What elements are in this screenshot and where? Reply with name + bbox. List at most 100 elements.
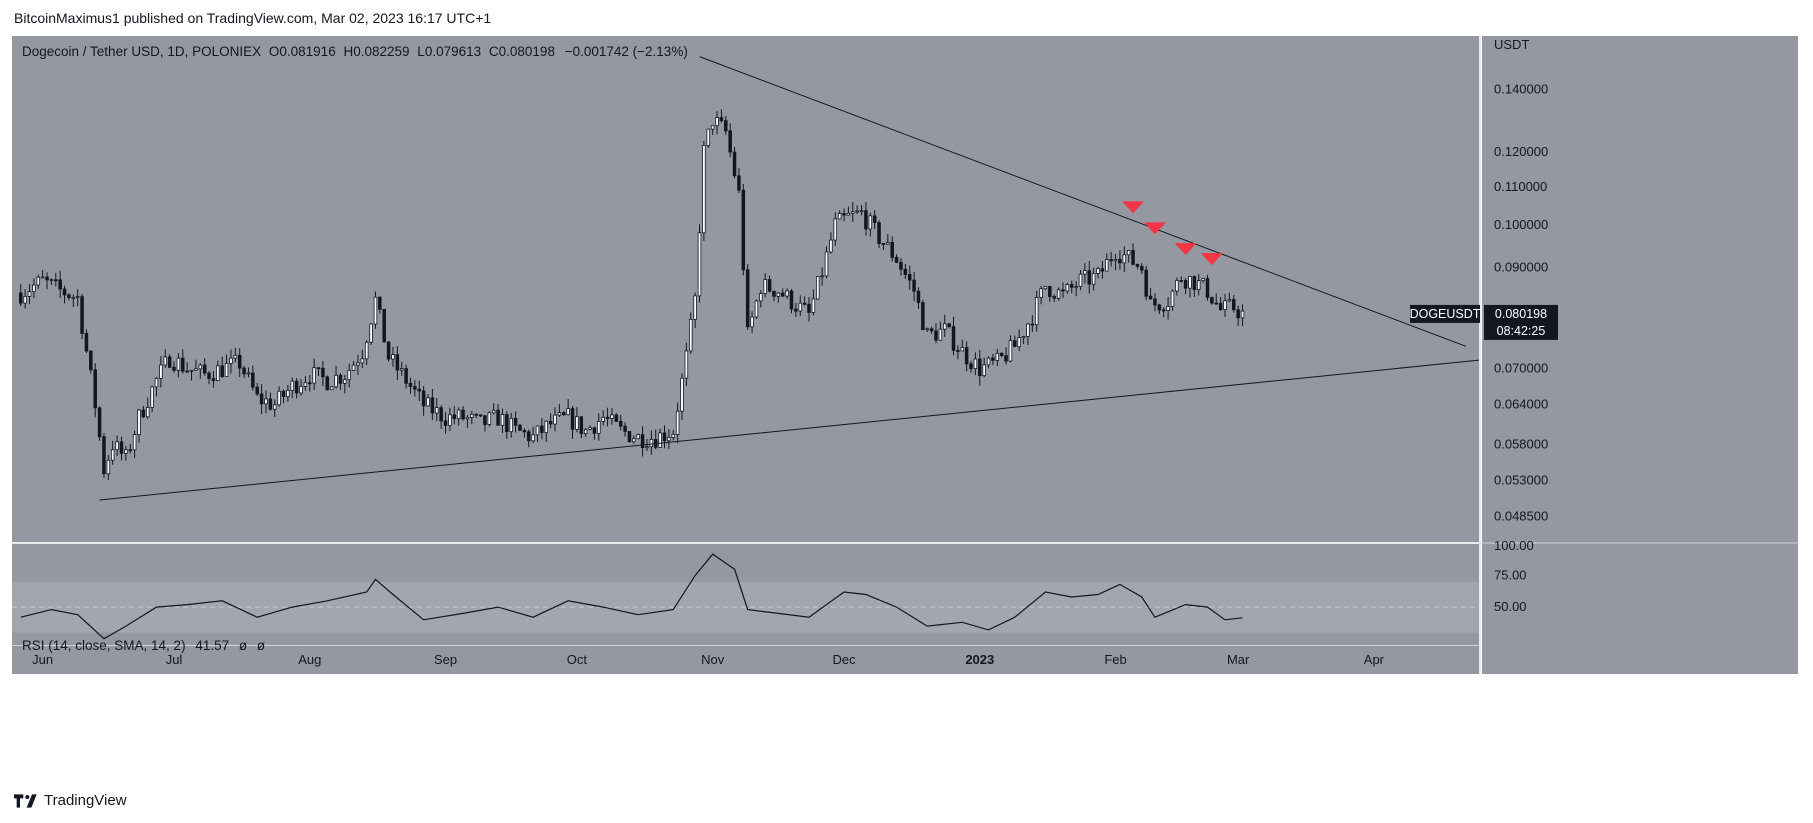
candle — [772, 290, 776, 297]
candle — [62, 288, 67, 296]
change-value: −0.001742 (−2.13%) — [564, 44, 688, 59]
candle — [347, 369, 351, 381]
candle — [645, 446, 649, 449]
candle — [614, 414, 619, 422]
candle — [115, 441, 119, 451]
chart-canvas[interactable]: USDT 0.140000 0.120000 0.110000 0.100000 0.09… — [12, 36, 1798, 779]
candle — [829, 239, 833, 253]
candle — [566, 408, 570, 416]
close-label: C — [488, 44, 499, 59]
candle — [1214, 302, 1219, 305]
price-tick-label: 0.058000 — [1494, 436, 1548, 451]
candle — [1056, 289, 1061, 299]
rsi-ma-value: ø — [238, 638, 248, 653]
candle — [119, 441, 124, 454]
chart-frame: USDT 0.140000 0.120000 0.110000 0.100000 0.09… — [12, 36, 1798, 779]
symbol-title[interactable]: Dogecoin / Tether USD, 1D, POLONIEX — [22, 44, 262, 59]
candle — [141, 409, 146, 418]
candle — [877, 222, 881, 244]
candle — [557, 412, 562, 416]
candle — [456, 409, 461, 420]
candle — [167, 356, 172, 368]
candle — [145, 407, 150, 418]
candle — [526, 431, 531, 442]
candle — [272, 404, 277, 410]
down-arrow-marker — [1174, 243, 1197, 256]
time-tick-label: Oct — [567, 652, 588, 667]
candle — [942, 323, 947, 330]
candle — [745, 269, 750, 328]
time-tick-label: Aug — [298, 652, 321, 667]
candle — [496, 409, 500, 426]
candle — [776, 292, 781, 297]
candle — [535, 425, 540, 436]
candle — [570, 408, 575, 430]
candle — [404, 368, 408, 384]
candle — [172, 366, 176, 371]
candle — [294, 380, 299, 394]
candle — [308, 382, 312, 385]
candle — [478, 414, 483, 417]
candle — [868, 215, 873, 230]
candle — [487, 412, 492, 425]
candle — [67, 294, 71, 298]
candle — [251, 372, 255, 388]
candle — [1188, 276, 1192, 289]
candle — [1126, 249, 1131, 256]
candle — [58, 279, 62, 290]
candle — [443, 420, 448, 426]
candle — [421, 390, 426, 407]
candle — [1078, 273, 1083, 287]
open-label: O — [268, 44, 280, 59]
candle — [391, 354, 395, 360]
candle — [465, 416, 470, 420]
candle — [474, 413, 478, 416]
candle — [658, 432, 662, 448]
candle — [399, 368, 404, 371]
candle — [286, 390, 290, 397]
candle — [19, 292, 23, 304]
candle — [960, 347, 965, 352]
candle — [1034, 297, 1039, 326]
rsi-title[interactable]: RSI (14, close, SMA, 14, 2) — [22, 638, 186, 653]
candle — [916, 290, 921, 303]
candle — [128, 449, 132, 452]
candle — [220, 365, 224, 377]
candle — [794, 308, 798, 312]
candle — [1157, 304, 1162, 311]
candle — [715, 117, 719, 127]
candle — [929, 328, 934, 332]
price-tick-label: 0.064000 — [1494, 397, 1548, 412]
candle — [1026, 323, 1030, 337]
candle — [597, 421, 601, 434]
tradingview-logo[interactable]: TradingView — [14, 792, 127, 809]
candle — [1091, 273, 1096, 285]
candle — [264, 398, 268, 405]
price-tick-label: 0.048500 — [1494, 508, 1548, 523]
candle — [417, 388, 422, 392]
candle — [575, 416, 579, 430]
candle — [1122, 254, 1127, 264]
price-tag-countdown: 08:42:25 — [1497, 324, 1546, 338]
candle — [1175, 279, 1179, 292]
candle — [491, 409, 496, 414]
candle — [890, 242, 894, 258]
candle — [671, 433, 676, 438]
down-arrow-marker — [1122, 201, 1145, 214]
candle — [75, 296, 80, 298]
low-value: 0.079613 — [424, 44, 482, 59]
candle — [846, 212, 851, 216]
candle — [973, 358, 978, 369]
candle — [824, 251, 829, 277]
price-tick-label: 0.100000 — [1494, 217, 1548, 232]
candle — [36, 276, 41, 286]
candle — [759, 293, 763, 302]
close-value: 0.080198 — [498, 44, 555, 59]
candle — [382, 308, 386, 343]
low-label: L — [417, 44, 425, 59]
down-arrow-marker — [1200, 253, 1223, 266]
candle — [693, 295, 697, 320]
candle — [763, 279, 767, 294]
candle — [1240, 310, 1245, 319]
candle — [951, 326, 956, 351]
